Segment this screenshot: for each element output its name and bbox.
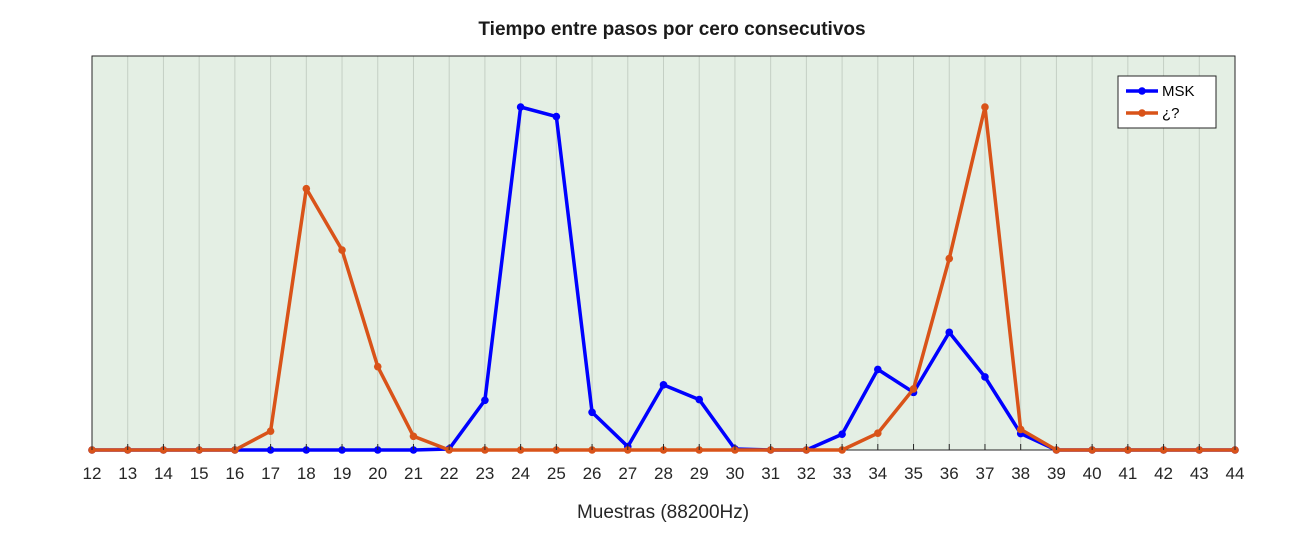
x-tick-label: 29 <box>690 464 709 483</box>
x-tick-label: 26 <box>583 464 602 483</box>
x-tick-label: 21 <box>404 464 423 483</box>
x-tick-label: 17 <box>261 464 280 483</box>
legend-label: MSK <box>1162 83 1195 100</box>
x-axis-label: Muestras (88200Hz) <box>577 502 749 523</box>
data-point <box>981 103 989 111</box>
x-tick-label: 24 <box>511 464 530 483</box>
data-point <box>659 381 668 389</box>
data-point <box>1016 425 1025 434</box>
data-point <box>373 362 382 371</box>
x-tick-label: 36 <box>940 464 959 483</box>
x-tick-label: 32 <box>797 464 816 483</box>
legend-box <box>1117 75 1217 129</box>
data-point <box>302 184 311 193</box>
legend-label: ¿? <box>1162 105 1180 122</box>
x-tick-label: 20 <box>368 464 387 483</box>
x-tick-label: 35 <box>904 464 923 483</box>
data-point <box>981 373 989 381</box>
x-tick-label: 33 <box>833 464 852 483</box>
data-point <box>481 396 489 405</box>
x-tick-label: 34 <box>868 464 887 483</box>
x-tick-label: 27 <box>618 464 637 483</box>
x-tick-label: 22 <box>440 464 459 483</box>
x-tick-label: 18 <box>297 464 316 483</box>
chart-title: Tiempo entre pasos por cero consecutivos <box>478 19 865 40</box>
data-point <box>695 395 704 404</box>
x-tick-label: 16 <box>225 464 244 483</box>
x-tick-label: 31 <box>761 464 780 483</box>
x-tick-label: 39 <box>1047 464 1066 483</box>
x-tick-label: 43 <box>1190 464 1209 483</box>
x-tick-label: 44 <box>1226 464 1245 483</box>
x-tick-label: 19 <box>333 464 352 483</box>
data-point <box>516 103 525 111</box>
legend-marker <box>1138 87 1146 95</box>
x-tick-label: 28 <box>654 464 673 483</box>
data-point <box>909 385 918 393</box>
x-tick-label: 30 <box>725 464 744 483</box>
x-tick-label: 25 <box>547 464 566 483</box>
data-point <box>874 365 882 374</box>
data-point <box>552 112 561 121</box>
legend[interactable]: MSK ¿? <box>1117 75 1217 129</box>
grid-lines <box>91 56 1236 450</box>
x-tick-label: 23 <box>475 464 494 483</box>
data-point <box>838 430 846 439</box>
x-ticks: 12 13 14 15 16 17 18 19 20 21 22 23 24 25 26 27 28 29 30 31… <box>83 444 1245 483</box>
x-tick-label: 12 <box>83 464 102 483</box>
legend-marker <box>1138 109 1146 117</box>
x-tick-label: 42 <box>1154 464 1173 483</box>
data-point <box>945 328 954 337</box>
x-tick-label: 13 <box>118 464 137 483</box>
x-tick-label: 40 <box>1083 464 1102 483</box>
x-tick-label: 37 <box>976 464 995 483</box>
data-point <box>409 432 418 441</box>
x-tick-label: 15 <box>190 464 209 483</box>
x-tick-label: 14 <box>154 464 173 483</box>
x-tick-label: 38 <box>1011 464 1030 483</box>
data-point <box>945 254 954 263</box>
x-tick-label: 41 <box>1118 464 1137 483</box>
data-point <box>874 429 882 437</box>
data-point <box>588 408 596 417</box>
data-point <box>338 246 346 254</box>
data-point <box>266 427 275 435</box>
